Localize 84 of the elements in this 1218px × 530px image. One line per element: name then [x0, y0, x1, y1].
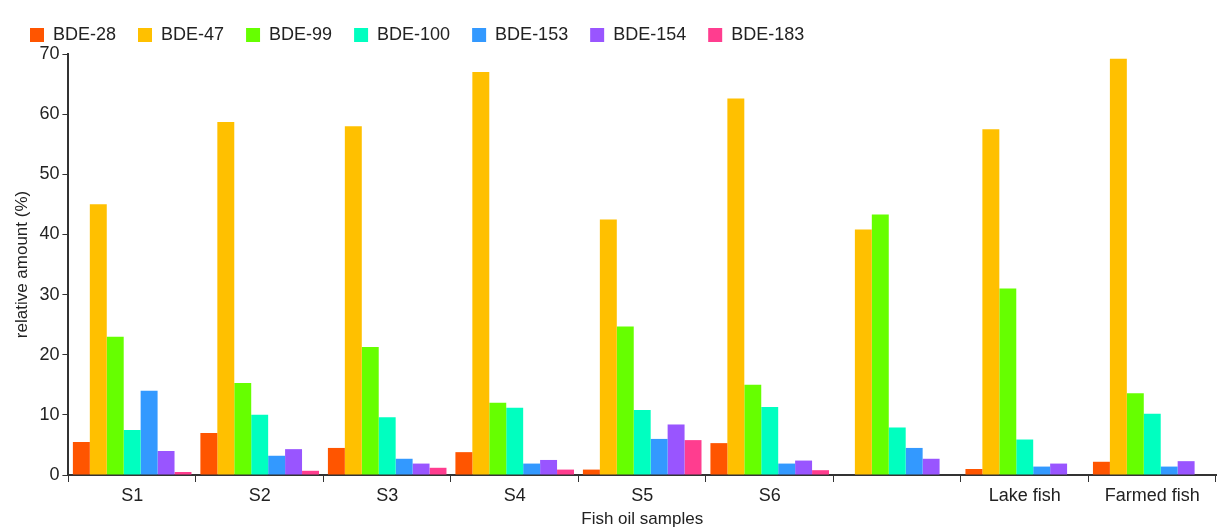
bar — [140, 390, 158, 475]
x-tick-label: S4 — [503, 484, 526, 505]
y-tick-label: 30 — [39, 283, 60, 304]
bar — [429, 467, 447, 475]
bar — [633, 410, 651, 475]
legend-label: BDE-154 — [613, 23, 687, 44]
bar — [157, 450, 175, 475]
bar — [557, 469, 574, 475]
bar — [361, 346, 379, 475]
bar — [1160, 466, 1178, 475]
bar — [378, 417, 396, 475]
bar — [667, 424, 685, 475]
bar — [650, 438, 668, 475]
legend-label: BDE-183 — [731, 23, 805, 44]
bar — [506, 407, 524, 475]
legend-label: BDE-28 — [53, 23, 117, 44]
bar — [684, 440, 702, 475]
bar — [395, 458, 413, 475]
x-tick-label: Lake fish — [988, 484, 1061, 505]
bar — [72, 441, 90, 475]
bar — [616, 326, 634, 475]
y-tick-label: 10 — [39, 403, 60, 424]
bar — [982, 129, 1000, 475]
bar — [582, 469, 600, 475]
legend-label: BDE-99 — [269, 23, 333, 44]
x-tick-label: S6 — [758, 484, 781, 505]
bar — [489, 402, 507, 475]
bar — [778, 463, 796, 475]
bar — [200, 432, 218, 475]
bar — [965, 468, 983, 475]
x-tick-label: Farmed fish — [1104, 484, 1200, 505]
bar — [1109, 58, 1127, 475]
x-tick-label: S2 — [248, 484, 271, 505]
bar — [922, 458, 940, 475]
bar — [1050, 463, 1068, 475]
bar — [744, 384, 762, 475]
y-tick-label: 60 — [39, 103, 60, 124]
x-axis-title: Fish oil samples — [581, 509, 704, 529]
y-tick-label: 40 — [39, 223, 60, 244]
legend-label: BDE-153 — [495, 23, 569, 44]
bar — [174, 471, 192, 475]
x-tick-label: S3 — [376, 484, 399, 505]
bar — [540, 459, 558, 475]
bar — [89, 204, 107, 475]
bar — [888, 427, 906, 475]
legend-label: BDE-100 — [377, 23, 451, 44]
bar — [472, 72, 490, 475]
bar — [710, 443, 728, 475]
bar — [106, 336, 124, 475]
x-tick-label: S5 — [631, 484, 654, 505]
bar — [412, 463, 430, 475]
bar — [854, 229, 872, 475]
y-tick-label: 0 — [49, 463, 60, 484]
y-tick-label: 70 — [39, 42, 60, 63]
bar — [795, 460, 813, 475]
bar — [905, 447, 923, 475]
bar — [812, 470, 830, 475]
bar — [234, 382, 252, 475]
y-tick-label: 50 — [39, 163, 60, 184]
bar — [1143, 413, 1161, 475]
bar — [217, 121, 235, 475]
bar — [123, 429, 141, 475]
y-tick-label: 20 — [39, 343, 60, 364]
bar — [1033, 466, 1051, 475]
bar — [727, 98, 745, 475]
bar — [761, 407, 779, 475]
x-tick-label: S1 — [121, 484, 144, 505]
bar — [268, 455, 286, 475]
bar — [1126, 393, 1144, 475]
bar — [344, 126, 362, 475]
bar — [1177, 461, 1195, 475]
bar — [1092, 461, 1110, 475]
bar — [251, 414, 269, 475]
bar — [455, 452, 473, 475]
bar — [999, 288, 1017, 475]
bar — [871, 214, 889, 475]
bar — [523, 463, 541, 475]
bar — [1016, 439, 1034, 475]
bar — [599, 219, 617, 475]
bar — [285, 449, 303, 475]
bar — [327, 447, 345, 475]
bar — [302, 470, 319, 475]
y-axis-title: relative amount (%) — [11, 190, 31, 339]
legend-label: BDE-47 — [161, 23, 225, 44]
